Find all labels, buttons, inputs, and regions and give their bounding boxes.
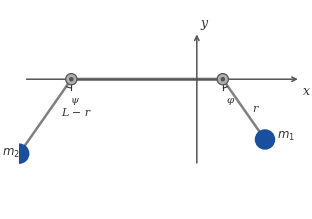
Text: y: y: [200, 17, 207, 30]
Circle shape: [70, 78, 73, 81]
Circle shape: [256, 130, 275, 149]
Text: ψ: ψ: [71, 96, 79, 105]
Text: r: r: [252, 104, 258, 114]
Circle shape: [221, 78, 224, 81]
Text: $m_1$: $m_1$: [277, 130, 295, 143]
Text: x: x: [303, 85, 310, 98]
Text: φ: φ: [226, 96, 233, 105]
Text: $m_2$: $m_2$: [2, 147, 20, 160]
Circle shape: [217, 74, 228, 85]
Text: L − r: L − r: [61, 108, 90, 118]
Circle shape: [10, 144, 29, 163]
Circle shape: [66, 74, 77, 85]
